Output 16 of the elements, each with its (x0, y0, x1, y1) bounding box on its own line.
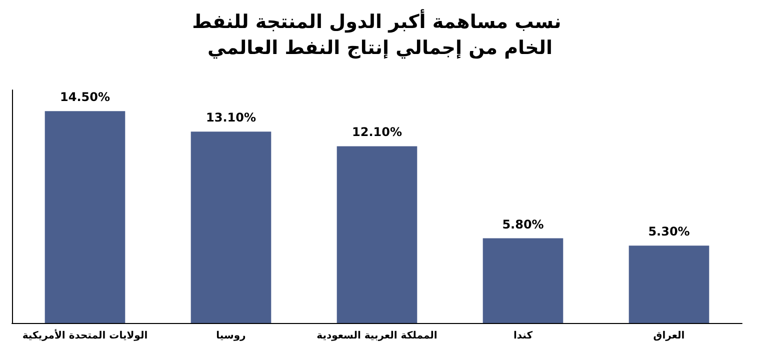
x-tick-label: كندا (513, 330, 533, 342)
data-label: 12.10% (352, 125, 402, 140)
data-label: 14.50% (60, 90, 110, 104)
x-tick-label: روسيا (216, 330, 246, 342)
x-tick-label: العراق (653, 330, 685, 342)
bar (190, 132, 272, 323)
chart-title: نسب مساهمة أكبر الدول المنتجة للنفط الخام من إجمالي إنتاج النفط العالمي (192, 9, 568, 59)
data-label: 13.10% (206, 110, 256, 125)
bar (336, 146, 418, 323)
data-label: 5.80% (502, 217, 544, 232)
x-tick-label: الولايات المتحدة الأمريكية (22, 328, 148, 342)
bar (628, 246, 710, 323)
bar (482, 238, 564, 323)
data-label: 5.30% (648, 224, 690, 239)
bar (44, 111, 126, 323)
x-tick-label: المملكة العربية السعودية (316, 330, 438, 342)
